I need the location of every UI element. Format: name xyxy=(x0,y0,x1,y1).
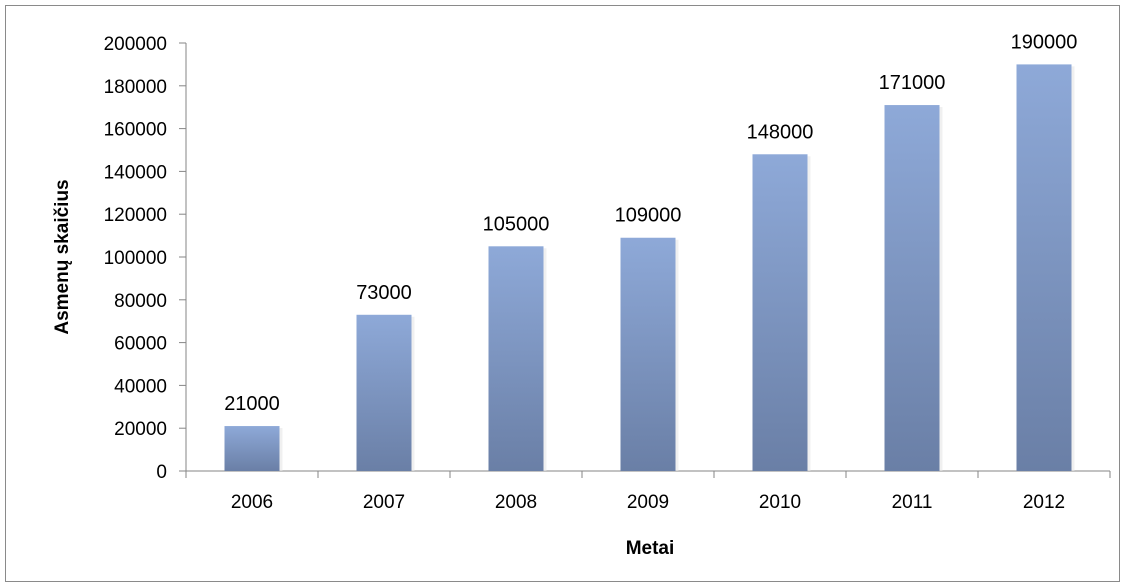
data-labels: 21000 73000 105000 109000 148000 171000 190000 xyxy=(224,31,1077,415)
bar-2008 xyxy=(488,246,544,471)
x-tick-label: 2009 xyxy=(627,492,669,513)
x-tick-label: 2010 xyxy=(759,492,801,513)
y-tick-label: 40000 xyxy=(114,376,167,397)
bar-2011 xyxy=(884,105,940,471)
data-label: 109000 xyxy=(615,205,682,227)
x-tick-label: 2006 xyxy=(231,492,273,513)
y-tick-label: 0 xyxy=(156,462,167,483)
x-tick-label: 2012 xyxy=(1023,492,1065,513)
data-label: 171000 xyxy=(879,72,946,94)
data-label: 105000 xyxy=(483,213,550,235)
y-tick-label: 120000 xyxy=(104,205,167,226)
y-tick-label: 200000 xyxy=(104,34,167,55)
x-tick-label: 2008 xyxy=(495,492,537,513)
data-label: 21000 xyxy=(224,393,280,415)
x-tick-label: 2011 xyxy=(892,492,933,513)
y-axis: 0 20000 40000 60000 80000 100000 120000 140000 1… xyxy=(104,34,187,483)
bars xyxy=(224,64,1075,472)
data-label: 73000 xyxy=(356,282,412,304)
y-tick-label: 140000 xyxy=(104,162,167,183)
y-axis-title: Asmenų skaičius xyxy=(52,179,73,334)
y-tick-label: 180000 xyxy=(104,77,167,98)
y-tick-label: 60000 xyxy=(114,334,167,355)
bar-2006 xyxy=(224,426,280,471)
data-label: 148000 xyxy=(747,121,814,143)
bar-2012 xyxy=(1016,64,1072,472)
y-tick-label: 100000 xyxy=(104,248,167,269)
bar-2007 xyxy=(356,314,412,471)
data-label: 190000 xyxy=(1011,31,1078,53)
y-tick-label: 20000 xyxy=(114,419,167,440)
x-axis-title: Metai xyxy=(626,538,675,559)
x-axis: 2006 2007 2008 2009 2010 2011 2012 xyxy=(185,470,1111,513)
bar-2010 xyxy=(752,154,808,471)
y-tick-label: 80000 xyxy=(114,291,167,312)
x-tick-label: 2007 xyxy=(363,492,405,513)
y-tick-label: 160000 xyxy=(104,120,167,141)
bar-2009 xyxy=(620,237,676,471)
